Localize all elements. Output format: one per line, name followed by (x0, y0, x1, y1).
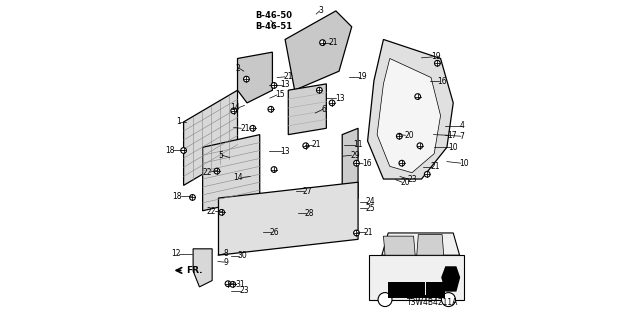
Circle shape (378, 292, 392, 307)
Polygon shape (426, 282, 445, 296)
Polygon shape (184, 90, 237, 185)
Circle shape (225, 281, 231, 287)
Polygon shape (203, 135, 260, 211)
Text: 1: 1 (176, 117, 181, 126)
Text: T3W4B4211A: T3W4B4211A (406, 298, 458, 307)
Text: 18: 18 (173, 192, 182, 201)
Text: 25: 25 (366, 204, 376, 213)
Text: 20: 20 (404, 131, 413, 140)
Polygon shape (237, 52, 273, 103)
Text: 23: 23 (407, 174, 417, 184)
Text: 30: 30 (237, 251, 247, 260)
Text: 28: 28 (305, 209, 314, 218)
Text: 13: 13 (335, 94, 345, 103)
Circle shape (303, 143, 308, 148)
Text: 21: 21 (240, 124, 250, 133)
Polygon shape (388, 295, 445, 298)
Text: 29: 29 (350, 151, 360, 160)
Circle shape (214, 168, 220, 174)
Text: 11: 11 (353, 140, 363, 149)
Text: 20: 20 (401, 178, 410, 187)
Text: 9: 9 (223, 258, 228, 267)
Polygon shape (369, 255, 465, 300)
Circle shape (268, 106, 274, 112)
Text: 14: 14 (234, 173, 243, 182)
Text: 31: 31 (235, 280, 244, 289)
Circle shape (329, 100, 335, 106)
Circle shape (354, 230, 359, 236)
Circle shape (435, 60, 440, 66)
Text: 12: 12 (171, 249, 180, 258)
Text: 10: 10 (449, 143, 458, 152)
Text: 22: 22 (202, 168, 211, 177)
Circle shape (320, 40, 325, 45)
Text: 16: 16 (362, 159, 371, 168)
Circle shape (424, 172, 430, 177)
Text: 21: 21 (364, 228, 373, 237)
Circle shape (271, 167, 277, 172)
Circle shape (219, 210, 225, 215)
Polygon shape (382, 233, 460, 255)
Circle shape (244, 76, 249, 82)
Circle shape (442, 292, 456, 307)
Text: 26: 26 (270, 228, 280, 237)
Text: 7: 7 (460, 132, 465, 141)
Polygon shape (388, 282, 425, 296)
Text: B-46-51: B-46-51 (255, 22, 292, 31)
Circle shape (271, 83, 277, 88)
Text: 18: 18 (165, 146, 175, 155)
Polygon shape (342, 128, 358, 204)
Text: 13: 13 (280, 147, 290, 156)
Text: 22: 22 (207, 207, 216, 216)
Text: 21: 21 (284, 72, 293, 81)
Text: 23: 23 (239, 286, 249, 295)
Circle shape (399, 160, 404, 166)
Circle shape (415, 94, 420, 100)
Polygon shape (288, 84, 326, 135)
Polygon shape (441, 266, 460, 292)
Polygon shape (377, 59, 440, 173)
Text: 27: 27 (303, 187, 312, 196)
Text: B-46-50: B-46-50 (255, 11, 292, 20)
Circle shape (230, 282, 236, 287)
Text: 4: 4 (460, 121, 465, 130)
Circle shape (317, 87, 322, 93)
Text: 19: 19 (357, 72, 367, 81)
Text: 6: 6 (321, 105, 326, 114)
Text: 14: 14 (230, 103, 240, 112)
Circle shape (231, 108, 237, 114)
Text: 17: 17 (447, 131, 456, 140)
Polygon shape (367, 39, 453, 179)
Text: 3: 3 (319, 6, 323, 15)
Text: 13: 13 (280, 80, 290, 89)
Text: 8: 8 (223, 249, 228, 258)
Polygon shape (285, 11, 352, 90)
Text: 15: 15 (276, 91, 285, 100)
Text: 24: 24 (366, 197, 376, 206)
Text: FR.: FR. (186, 266, 203, 275)
Circle shape (354, 160, 359, 166)
Text: 16: 16 (437, 77, 447, 86)
Text: 10: 10 (460, 159, 469, 168)
Circle shape (417, 143, 423, 148)
Text: 21: 21 (311, 140, 321, 149)
Polygon shape (218, 182, 358, 255)
Text: 19: 19 (431, 52, 441, 61)
Text: 5: 5 (218, 151, 223, 160)
Circle shape (189, 195, 195, 200)
Circle shape (250, 125, 255, 131)
Polygon shape (417, 235, 444, 255)
Text: 21: 21 (329, 38, 339, 47)
Polygon shape (383, 236, 415, 255)
Circle shape (396, 133, 402, 139)
Text: 21: 21 (430, 163, 440, 172)
Circle shape (180, 148, 186, 153)
Text: 2: 2 (236, 63, 240, 73)
Polygon shape (193, 249, 212, 287)
